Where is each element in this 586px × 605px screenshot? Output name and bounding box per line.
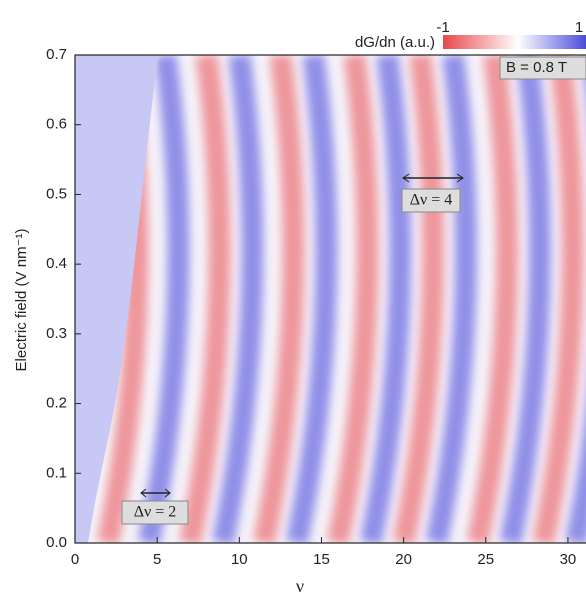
heatmap-band: [532, 55, 584, 543]
y-tick-label: 0.1: [46, 464, 67, 481]
plot-frame: [74, 54, 586, 544]
y-tick-label: 0.6: [46, 116, 67, 133]
heatmap-band: [138, 55, 190, 543]
colorbar-tick-label: -1: [436, 19, 449, 36]
arrow-head: [140, 488, 171, 498]
y-tick-label: 0.2: [46, 395, 67, 412]
heatmap-band: [327, 55, 379, 543]
y-tick-label: 0.4: [46, 255, 67, 272]
annotation: Δν = 4: [410, 192, 453, 209]
empty-region: [75, 55, 158, 543]
annotation-box: [121, 500, 189, 525]
heatmap-band: [253, 55, 305, 543]
y-tick-label: 0.3: [46, 325, 67, 342]
annotation: Δν = 2: [134, 504, 177, 521]
heatmap-band: [499, 55, 551, 543]
y-tick-label: 0.0: [46, 534, 67, 551]
annotation-box: [499, 56, 586, 80]
x-tick-label: 20: [395, 551, 412, 568]
axes: 0 5 10 15 20 25 30 0.0 0.1 0.2 0.3 0.4 0.5 0.6 0.7: [46, 46, 586, 568]
heatmap-band: [392, 55, 445, 543]
heatmap-band: [212, 55, 264, 543]
heatmap-band: [286, 55, 338, 543]
colorbar: [443, 35, 586, 49]
x-axis-label: ν: [296, 576, 304, 596]
x-tick-label: 5: [153, 551, 161, 568]
x-tick-label: 10: [231, 551, 248, 568]
arrow-head: [402, 173, 464, 183]
annotation: B = 0.8 T: [506, 59, 567, 76]
x-tick-label: 15: [313, 551, 330, 568]
colorbar-label: dG/dn (a.u.): [355, 34, 435, 51]
heatmap-band: [466, 55, 519, 543]
y-axis-label: Electric field (V nm⁻¹): [13, 229, 30, 372]
heatmap-band: [359, 55, 412, 543]
heatmap-band: [179, 55, 231, 543]
x-tick-label: 0: [71, 551, 79, 568]
x-tick-label: 30: [560, 551, 577, 568]
y-tick-label: 0.7: [46, 46, 67, 63]
colorbar-tick-label: 1: [575, 19, 583, 36]
annotation-box: [401, 188, 461, 213]
y-tick-label: 0.5: [46, 185, 67, 202]
heatmap-band: [425, 55, 478, 543]
heatmap-image: [97, 55, 586, 543]
x-tick-label: 25: [477, 551, 494, 568]
